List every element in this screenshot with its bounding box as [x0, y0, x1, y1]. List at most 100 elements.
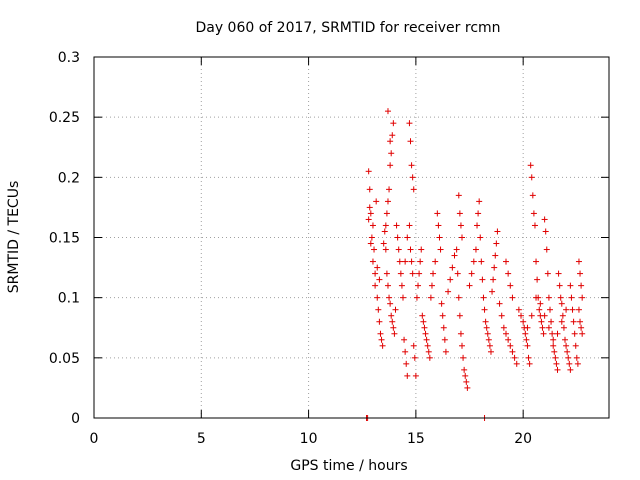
- data-point: [407, 138, 414, 145]
- data-point: [498, 312, 505, 319]
- y-tick-label: 0.05: [49, 351, 80, 367]
- data-point: [372, 270, 379, 277]
- data-point: [386, 294, 393, 301]
- data-point: [381, 228, 388, 235]
- data-point: [559, 312, 566, 319]
- data-point: [402, 258, 409, 265]
- data-point: [567, 366, 574, 373]
- y-tick-label: 0.25: [49, 110, 80, 126]
- data-point: [554, 366, 561, 373]
- data-point: [485, 336, 492, 343]
- data-point: [526, 360, 533, 367]
- data-point: [384, 282, 391, 289]
- grid: [94, 57, 609, 418]
- data-point: [377, 330, 384, 337]
- data-point: [374, 294, 381, 301]
- data-point: [481, 306, 488, 313]
- data-point: [489, 288, 496, 295]
- data-point: [393, 222, 400, 229]
- data-point: [407, 246, 414, 253]
- data-point: [478, 258, 485, 265]
- data-point: [536, 306, 543, 313]
- data-point: [400, 294, 406, 301]
- data-point: [568, 294, 575, 301]
- data-point: [534, 276, 541, 283]
- data-point: [441, 336, 448, 343]
- data-point: [418, 246, 425, 253]
- x-axis-label: GPS time / hours: [290, 458, 407, 474]
- y-axis-label: SRMTID / TECUs: [6, 181, 22, 294]
- data-point: [445, 288, 452, 295]
- data-point: [422, 330, 429, 337]
- data-point: [424, 342, 431, 349]
- data-point: [455, 294, 462, 301]
- data-point: [486, 342, 493, 349]
- data-point: [540, 330, 547, 337]
- data-point: [533, 294, 540, 301]
- data-point: [436, 234, 443, 241]
- data-point: [384, 108, 391, 115]
- data-point: [539, 324, 546, 331]
- data-point: [367, 240, 374, 247]
- data-point: [505, 336, 512, 343]
- data-point: [515, 306, 522, 313]
- data-point: [530, 210, 537, 217]
- data-point: [421, 324, 428, 331]
- data-point: [480, 294, 487, 301]
- data-point: [380, 240, 387, 247]
- data-point: [507, 282, 514, 289]
- data-point: [416, 270, 423, 277]
- data-point: [460, 354, 467, 361]
- y-tick-label: 0.2: [58, 170, 80, 186]
- data-point: [387, 138, 394, 145]
- data-point: [383, 270, 390, 277]
- data-point: [492, 252, 499, 259]
- data-point: [459, 342, 466, 349]
- data-point: [395, 246, 402, 253]
- data-point: [528, 174, 535, 181]
- data-point: [404, 234, 411, 241]
- data-point: [558, 300, 565, 307]
- data-point: [573, 354, 580, 361]
- data-point: [574, 360, 581, 367]
- data-point: [470, 258, 477, 265]
- data-point: [577, 270, 584, 277]
- data-point: [466, 282, 473, 289]
- data-point: [524, 342, 531, 349]
- data-point: [541, 216, 548, 223]
- y-tick-label: 0.1: [58, 291, 80, 307]
- data-point: [382, 222, 389, 229]
- data-point: [451, 252, 458, 259]
- data-point: [542, 228, 549, 235]
- data-point: [434, 210, 441, 217]
- data-point: [457, 330, 464, 337]
- data-point: [391, 330, 398, 337]
- data-point: [529, 192, 536, 199]
- data-point: [549, 330, 556, 337]
- data-point: [555, 270, 562, 277]
- data-point: [390, 324, 397, 331]
- y-tick-label: 0.15: [49, 231, 80, 247]
- data-point: [372, 282, 379, 289]
- y-tick-label: 0: [71, 411, 80, 427]
- data-point: [409, 270, 416, 277]
- data-point: [384, 198, 391, 205]
- data-point: [366, 186, 373, 193]
- data-point: [404, 372, 411, 379]
- data-point: [388, 150, 395, 157]
- data-point: [447, 276, 454, 283]
- data-points: [363, 108, 586, 421]
- data-point: [528, 312, 535, 319]
- data-point: [428, 282, 435, 289]
- y-tick-label: 0.3: [58, 50, 80, 66]
- data-point: [417, 258, 424, 265]
- data-point: [550, 342, 557, 349]
- data-point: [509, 294, 516, 301]
- data-point: [562, 336, 569, 343]
- data-point: [464, 384, 471, 391]
- data-point: [374, 264, 381, 271]
- data-point: [426, 354, 433, 361]
- data-point: [430, 270, 437, 277]
- data-point: [398, 282, 405, 289]
